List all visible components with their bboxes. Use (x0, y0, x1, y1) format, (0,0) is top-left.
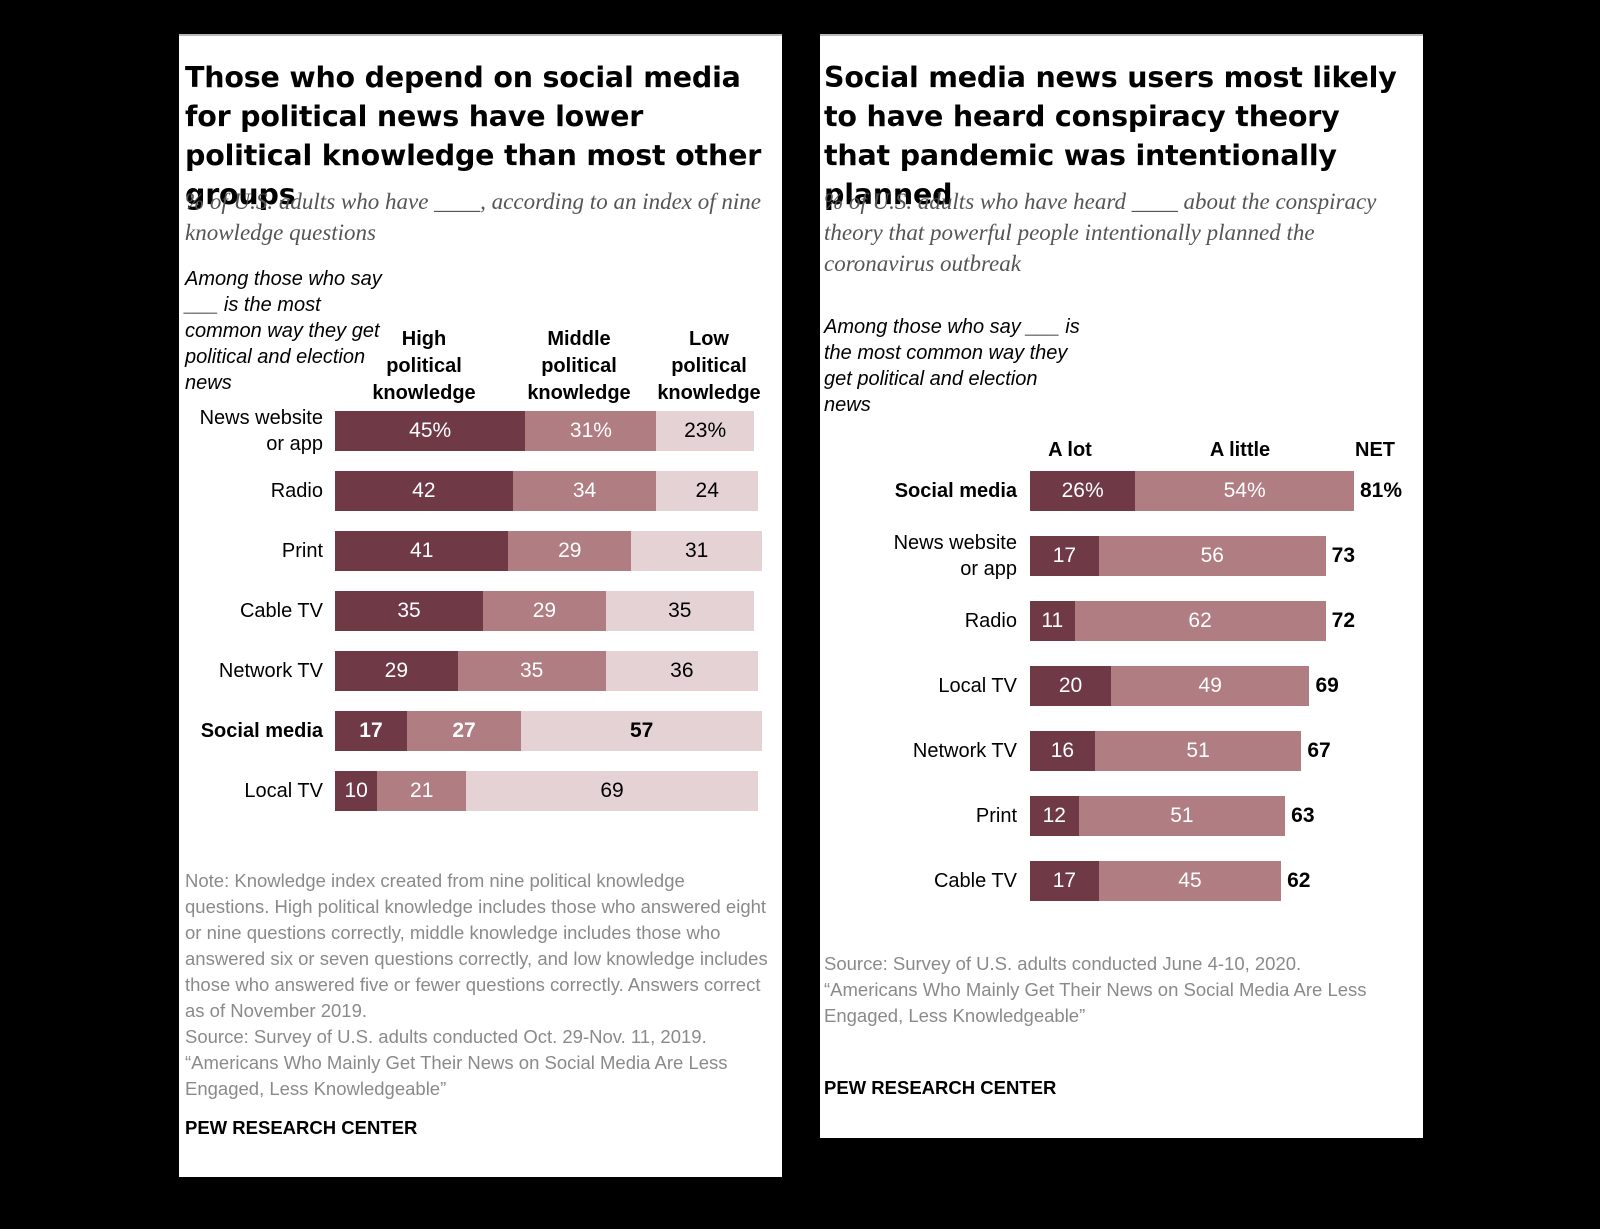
left-bar-high-political-knowledge: 41 (335, 531, 509, 571)
right-bar-a-little: 62 (1074, 601, 1326, 641)
left-category-label: Cable TV (239, 600, 323, 622)
right-net-label: 73 (1331, 544, 1355, 567)
right-bar-a-little: 56 (1098, 536, 1326, 576)
right-col-head-a-lot: A lot (1048, 439, 1092, 461)
left-col-head-high: High political knowledge (372, 328, 476, 404)
right-bar-a-little: 51 (1094, 731, 1302, 771)
left-bar-high-political-knowledge: 35 (335, 591, 484, 631)
left-category-label: Network TV (218, 660, 323, 682)
right-bar-a-little: 54% (1135, 471, 1354, 511)
left-chart-subtitle: % of U.S. adults who have ____, accordin… (185, 189, 761, 245)
right-bar-a-lot: 12 (1030, 796, 1079, 836)
left-bar-middle-political-knowledge: 31% (525, 411, 657, 451)
left-row-group-label: Among those who say ___ is the most comm… (185, 268, 382, 394)
left-bar-low-political-knowledge: 31 (631, 531, 763, 571)
right-chart-subtitle: % of U.S. adults who have heard ____ abo… (824, 189, 1377, 276)
right-net-label: 63 (1291, 804, 1315, 827)
right-net-label: 62 (1287, 869, 1311, 892)
right-bar-a-little: 45 (1098, 861, 1282, 901)
right-bar-a-little: 49 (1111, 666, 1310, 706)
left-bar-high-political-knowledge: 45% (335, 411, 526, 451)
left-col-head-low: Low political knowledge (657, 328, 761, 404)
right-bar-a-lot: 20 (1030, 666, 1111, 706)
right-category-label: News website or app (893, 532, 1017, 580)
left-bar-middle-political-knowledge: 35 (457, 651, 606, 691)
left-category-label: Radio (270, 480, 323, 502)
right-row-group-label: Among those who say ___ is the most comm… (824, 316, 1080, 416)
right-net-label: 72 (1331, 609, 1355, 632)
right-net-label: 69 (1315, 674, 1339, 697)
right-category-label: Cable TV (933, 870, 1017, 892)
left-bar-middle-political-knowledge: 34 (512, 471, 657, 511)
right-source: Source: Survey of U.S. adults conducted … (824, 953, 1302, 974)
right-bar-a-lot: 11 (1030, 601, 1075, 641)
left-report-title: “Americans Who Mainly Get Their News on … (185, 1052, 728, 1099)
left-bar-middle-political-knowledge: 29 (483, 591, 606, 631)
right-bar-a-lot: 16 (1030, 731, 1095, 771)
right-category-label: Print (975, 805, 1017, 827)
left-bar-high-political-knowledge: 42 (335, 471, 513, 511)
left-bar-high-political-knowledge: 17 (335, 711, 407, 751)
left-bar-middle-political-knowledge: 27 (406, 711, 522, 751)
right-col-head-a-little: A little (1209, 439, 1271, 461)
left-category-label: Print (281, 540, 323, 562)
left-bar-high-political-knowledge: 29 (335, 651, 458, 691)
right-col-head-net: NET (1355, 439, 1395, 461)
right-chart-title: Social media news users most likely to h… (824, 61, 1397, 211)
left-chart-title: Those who depend on social media for pol… (185, 61, 762, 211)
left-bar-high-political-knowledge: 10 (335, 771, 378, 811)
right-net-label: 81% (1360, 479, 1403, 502)
left-chart-panel: Those who depend on social media for pol… (179, 34, 782, 1177)
right-bar-a-little: 51 (1078, 796, 1286, 836)
left-category-label: Social media (200, 720, 323, 742)
right-bar-a-lot: 17 (1030, 536, 1099, 576)
right-bar-a-lot: 26% (1030, 471, 1136, 511)
left-source: Source: Survey of U.S. adults conducted … (185, 1026, 707, 1047)
right-bar-a-lot: 17 (1030, 861, 1099, 901)
left-note: Note: Knowledge index created from nine … (185, 870, 768, 1021)
right-category-label: Local TV (938, 675, 1017, 697)
right-category-label: Radio (964, 610, 1017, 632)
left-bar-middle-political-knowledge: 29 (508, 531, 632, 571)
left-bar-low-political-knowledge: 24 (656, 471, 758, 511)
right-net-label: 67 (1307, 739, 1331, 762)
left-bar-middle-political-knowledge: 21 (377, 771, 467, 811)
left-bar-low-political-knowledge: 23% (656, 411, 754, 451)
left-category-label: News website or app (199, 407, 323, 455)
left-category-label: Local TV (244, 780, 323, 802)
right-brand-label: PEW RESEARCH CENTER (824, 1077, 1057, 1098)
left-bar-low-political-knowledge: 35 (605, 591, 754, 631)
right-report-title: “Americans Who Mainly Get Their News on … (824, 979, 1367, 1026)
right-category-label: Network TV (912, 740, 1017, 762)
left-bar-low-political-knowledge: 57 (521, 711, 763, 751)
right-chart-panel: Social media news users most likely to h… (820, 34, 1423, 1138)
left-brand-label: PEW RESEARCH CENTER (185, 1117, 418, 1138)
right-category-label: Social media (894, 480, 1017, 502)
left-col-head-middle: Middle political knowledge (527, 328, 631, 404)
left-bar-low-political-knowledge: 69 (466, 771, 758, 811)
left-bar-low-political-knowledge: 36 (605, 651, 758, 691)
